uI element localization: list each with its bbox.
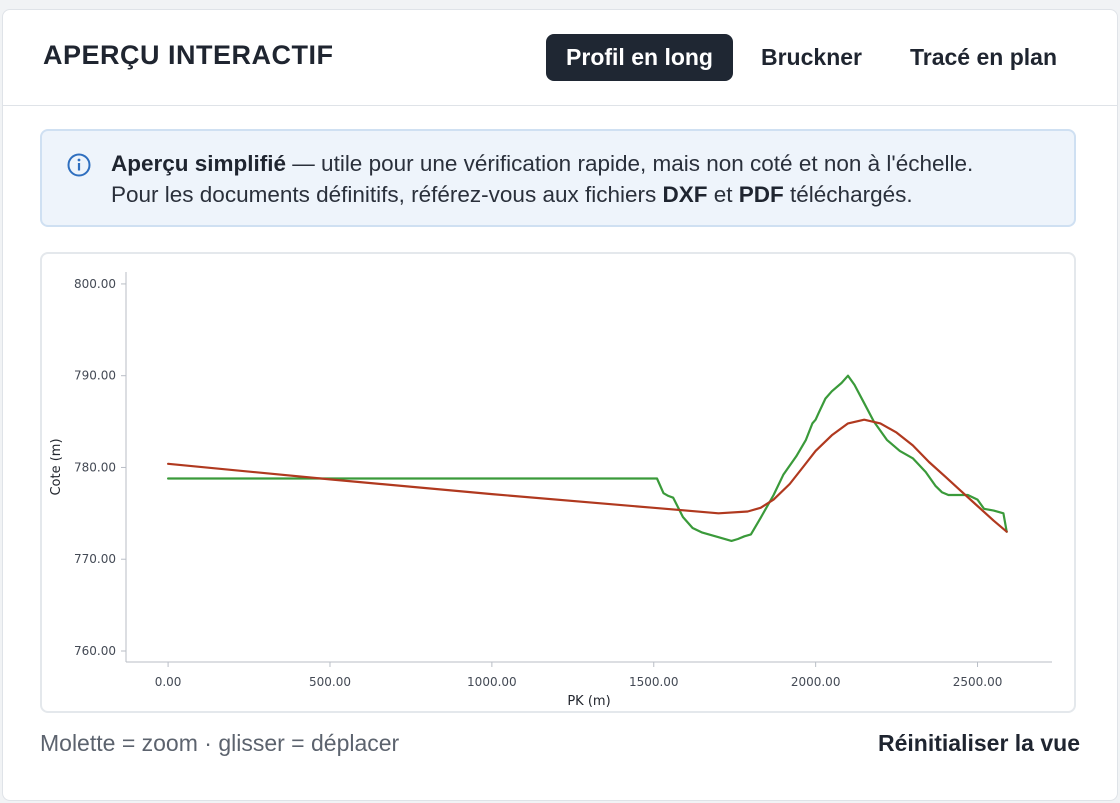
tab-bruckner[interactable]: Bruckner [761,44,862,70]
y-tick-label: 780.00 [74,460,116,474]
project-series-line [166,418,1008,533]
view-tabs: Profil en long Bruckner Tracé en plan [546,34,1077,81]
info-text-2: Pour les documents définitifs, référez-v… [111,182,663,207]
tab-profil-en-long[interactable]: Profil en long [546,34,733,81]
y-axis-title: Cote (m) [49,438,64,495]
interaction-hint: Molette = zoom · glisser = déplacer [40,730,400,756]
info-lead: Aperçu simplifié [111,151,287,176]
terrain-series-line [166,374,1008,542]
x-tick-label: 0.00 [155,675,182,689]
x-tick-label: 2000.00 [791,675,841,689]
x-ticks: 0.00 500.00 1000.00 1500.00 2000.00 2500.00 [155,662,1003,689]
info-icon [67,153,91,177]
info-text-1: — utile pour une vérification rapide, ma… [286,151,974,176]
page-title: APERÇU INTERACTIF [43,40,334,70]
info-text: Aperçu simplifié — utile pour une vérifi… [111,148,1054,210]
x-tick-label: 500.00 [309,675,351,689]
chart-axes [125,272,1052,663]
chart-series [166,374,1008,542]
tab-trace-en-plan[interactable]: Tracé en plan [909,44,1057,70]
y-ticks: 760.00 770.00 780.00 790.00 800.00 [74,277,126,658]
info-text-3: et [707,182,739,207]
reset-view-button[interactable]: Réinitialiser la vue [878,730,1080,756]
y-tick-label: 800.00 [74,277,116,291]
info-text-4: téléchargés. [783,182,913,207]
y-tick-label: 770.00 [74,552,116,566]
info-banner: Aperçu simplifié — utile pour une vérifi… [40,129,1076,227]
card-header: APERÇU INTERACTIF Profil en long Bruckne… [3,10,1117,106]
chart-svg[interactable]: 760.00 770.00 780.00 790.00 800.00 0.00 500.0… [42,254,1074,711]
info-dxf: DXF [662,182,708,207]
y-tick-label: 790.00 [74,369,116,383]
x-tick-label: 1000.00 [467,675,517,689]
x-tick-label: 2500.00 [953,675,1003,689]
info-pdf: PDF [738,182,784,207]
y-tick-label: 760.00 [74,644,116,658]
x-tick-label: 1500.00 [629,675,679,689]
x-axis-title: PK (m) [567,694,610,709]
profile-chart[interactable]: 760.00 770.00 780.00 790.00 800.00 0.00 500.0… [40,252,1076,713]
